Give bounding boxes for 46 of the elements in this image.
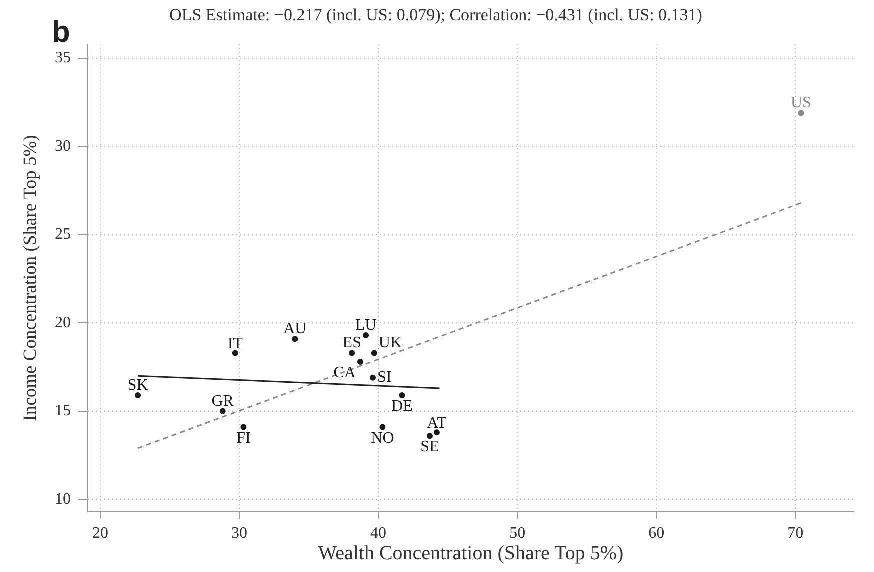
y-axis-title: Income Concentration (Share Top 5%)	[20, 135, 41, 422]
x-tick-label: 20	[92, 524, 109, 542]
series-label: SE	[420, 438, 440, 456]
x-tick-label: 50	[510, 524, 526, 542]
point	[798, 110, 804, 116]
point	[399, 392, 406, 399]
series-label: AU	[284, 320, 308, 338]
series-label: NO	[371, 430, 394, 447]
point	[434, 430, 440, 436]
point	[135, 392, 142, 399]
y-tick-label: 30	[55, 138, 71, 155]
x-tick-label: 70	[788, 524, 804, 542]
y-tick-label: 10	[55, 490, 71, 508]
point	[220, 408, 226, 414]
text: b	[52, 16, 70, 49]
series-label: US	[790, 94, 812, 112]
point	[357, 359, 364, 366]
point	[426, 433, 433, 440]
x-tick-label: 60	[648, 524, 665, 542]
series-label: CA	[334, 364, 356, 382]
x-axis-title: Wealth Concentration (Share Top 5%)	[318, 542, 624, 564]
point	[363, 332, 370, 339]
y-tick-label: 15	[55, 402, 71, 420]
chart-title: OLS Estimate: −0.217 (incl. US: 0.079); Correlation: −0.431 (incl. US: 0.131)	[170, 6, 702, 25]
point	[240, 424, 247, 430]
series-label: DE	[392, 398, 413, 416]
series-label: FI	[236, 430, 251, 447]
y-tick-label: 35	[55, 50, 71, 67]
point	[371, 350, 378, 356]
point	[380, 424, 386, 430]
series-label: AT	[427, 415, 447, 432]
x-tick-label: 30	[232, 524, 248, 542]
series-label: SI	[377, 369, 392, 386]
series-label: LU	[355, 317, 378, 334]
y-tick-label: 20	[55, 314, 71, 332]
point	[370, 374, 376, 381]
y-tick-label: 25	[55, 226, 71, 244]
series-label: ES	[342, 334, 362, 352]
series-label: SK	[128, 377, 149, 394]
series-label: GR	[212, 392, 234, 410]
x-tick-label: 40	[370, 524, 387, 542]
point	[292, 336, 298, 342]
point	[349, 350, 356, 356]
point	[232, 350, 238, 356]
series-label: UK	[378, 334, 402, 352]
series-label: IT	[228, 336, 244, 353]
